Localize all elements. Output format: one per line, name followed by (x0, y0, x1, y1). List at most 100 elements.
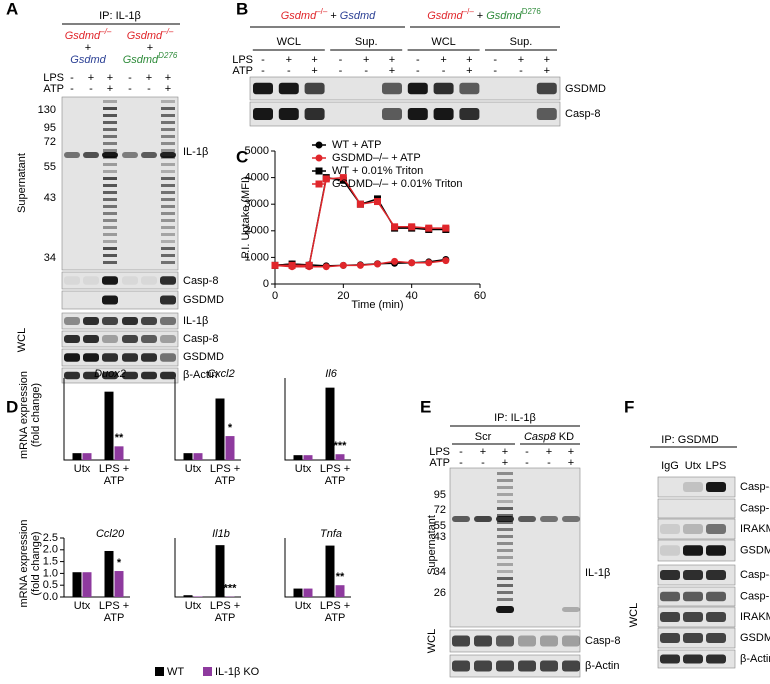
band (103, 226, 117, 229)
fraction-label: WCL (277, 36, 301, 48)
band (407, 108, 428, 120)
band (161, 261, 175, 264)
treatment-sign: + (568, 446, 574, 458)
band (278, 82, 299, 95)
treatment-sign: + (311, 54, 317, 66)
band (64, 317, 80, 325)
marker (322, 263, 330, 271)
treatment-sign: - (547, 457, 551, 469)
band (103, 149, 117, 152)
legend-marker (315, 141, 323, 149)
band (660, 545, 680, 556)
band (161, 163, 175, 166)
band (474, 660, 492, 672)
x-tick-label: LPS + ATP (209, 463, 241, 487)
x-tick-label: LPS + ATP (98, 600, 130, 624)
gene: Casp8 (524, 431, 557, 443)
treatment-sign: - (442, 65, 446, 77)
band (497, 493, 513, 496)
plus: + (330, 10, 336, 22)
treatment-sign: - (261, 65, 265, 77)
treatment-label: LPS (43, 72, 64, 84)
legend-label: WT (167, 666, 184, 678)
band (103, 135, 117, 138)
band (660, 633, 680, 643)
band (103, 219, 117, 222)
genotype: Gsdmd–/– + GsdmdD276 (427, 7, 541, 22)
mw-marker: 95 (44, 122, 56, 134)
bar (303, 588, 313, 597)
band (102, 295, 118, 305)
treatment-sign: + (286, 54, 292, 66)
x-tick-label-box: LPS + ATP (99, 463, 129, 487)
band (141, 353, 157, 362)
x-tick-label-box: Utx (74, 463, 91, 475)
band (497, 563, 513, 566)
band (103, 212, 117, 215)
x-tick-label-box: LPS + ATP (98, 600, 130, 624)
legend-label: WT + 0.01% Triton (332, 165, 423, 177)
genotype: GsdmdD276 (123, 51, 178, 66)
x-tick-label-box: Utx (185, 463, 202, 475)
blot (61, 96, 179, 271)
band (683, 545, 703, 556)
bar (114, 446, 124, 460)
treatment-sign: - (147, 83, 151, 95)
band (518, 660, 536, 672)
band (706, 654, 726, 664)
band (102, 152, 118, 158)
band (161, 191, 175, 194)
marker (356, 200, 364, 208)
band (660, 570, 680, 580)
x-tick-label: LPS + ATP (319, 600, 351, 624)
chart-title: Tnfa (320, 528, 342, 540)
treatment-sign: - (70, 72, 74, 84)
band (497, 584, 513, 587)
band (122, 371, 138, 380)
band (474, 635, 492, 647)
gene: Gsdmd (127, 30, 163, 42)
band (683, 524, 703, 534)
lane-label: Utx (685, 460, 702, 472)
y-tick-label: 0.0 (43, 591, 58, 603)
y-tick-label: 1.0 (43, 567, 58, 579)
band (83, 276, 99, 285)
band (452, 660, 470, 672)
band (141, 335, 157, 343)
y-tick-label: 5000 (245, 145, 269, 157)
bar (215, 545, 225, 597)
band (122, 317, 138, 325)
y-tick-label: 2000 (245, 225, 269, 237)
band (161, 149, 175, 152)
band (706, 482, 726, 492)
band (103, 121, 117, 124)
treatment-sign: + (502, 446, 508, 458)
group-label: Scr (475, 431, 492, 443)
band (278, 108, 299, 120)
gene: Gsdmd (340, 10, 376, 22)
band (161, 233, 175, 236)
gene: Gsdmd (281, 10, 317, 22)
band (536, 108, 557, 120)
band (253, 82, 273, 95)
x-tick-label: Utx (184, 600, 202, 612)
superscript: D276 (158, 51, 178, 60)
y-tick-label: 0 (263, 278, 269, 290)
band (161, 254, 175, 257)
band (304, 108, 325, 120)
blot-label: Casp-8 (740, 481, 770, 493)
band (497, 577, 513, 580)
treatment-sign: - (459, 446, 463, 458)
superscript: –/– (463, 7, 475, 16)
group-label: Casp8 KD (524, 431, 574, 443)
band (497, 472, 513, 475)
band (660, 591, 680, 602)
band (496, 606, 514, 613)
chart-title: Ccl20 (96, 528, 125, 540)
bar (72, 572, 82, 597)
band (83, 353, 99, 362)
mw-marker: 72 (434, 504, 446, 516)
marker (305, 261, 313, 269)
mw-marker: 34 (44, 252, 56, 264)
band (562, 635, 580, 647)
